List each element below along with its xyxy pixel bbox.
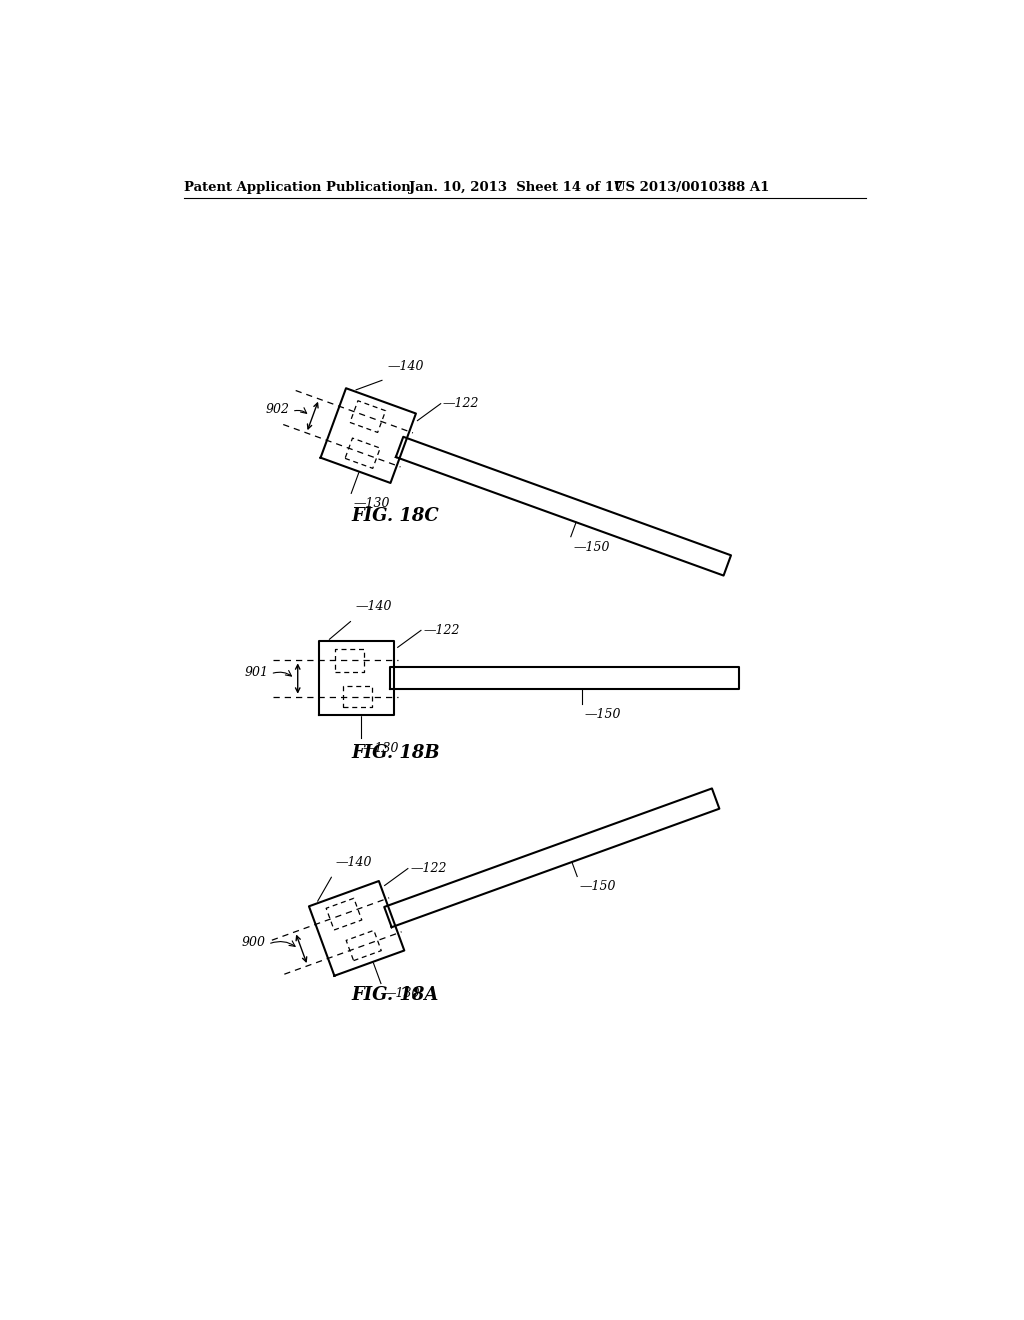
Text: FIG. 18A: FIG. 18A (351, 986, 439, 1005)
Text: —150: —150 (573, 541, 609, 553)
Text: —122: —122 (423, 624, 460, 638)
Text: 900: 900 (242, 936, 266, 949)
Text: —122: —122 (443, 397, 479, 411)
Text: —140: —140 (335, 855, 372, 869)
Text: Patent Application Publication: Patent Application Publication (183, 181, 411, 194)
Text: —140: —140 (355, 601, 391, 614)
Text: —150: —150 (584, 708, 621, 721)
Text: 901: 901 (245, 665, 268, 678)
Text: FIG. 18B: FIG. 18B (351, 744, 439, 762)
Text: —130: —130 (383, 987, 420, 1001)
Text: —130: —130 (353, 498, 390, 511)
Polygon shape (309, 880, 404, 975)
Text: Jan. 10, 2013  Sheet 14 of 17: Jan. 10, 2013 Sheet 14 of 17 (409, 181, 623, 194)
Polygon shape (390, 668, 738, 689)
Text: —150: —150 (580, 880, 616, 894)
Polygon shape (321, 388, 416, 483)
Text: —122: —122 (411, 862, 446, 875)
Text: —130: —130 (362, 742, 399, 755)
Text: —140: —140 (387, 360, 424, 374)
Polygon shape (319, 642, 394, 715)
Text: US 2013/0010388 A1: US 2013/0010388 A1 (614, 181, 769, 194)
Text: FIG. 18C: FIG. 18C (351, 507, 439, 525)
Text: 902: 902 (265, 404, 290, 416)
Polygon shape (396, 437, 731, 576)
Polygon shape (384, 788, 720, 927)
